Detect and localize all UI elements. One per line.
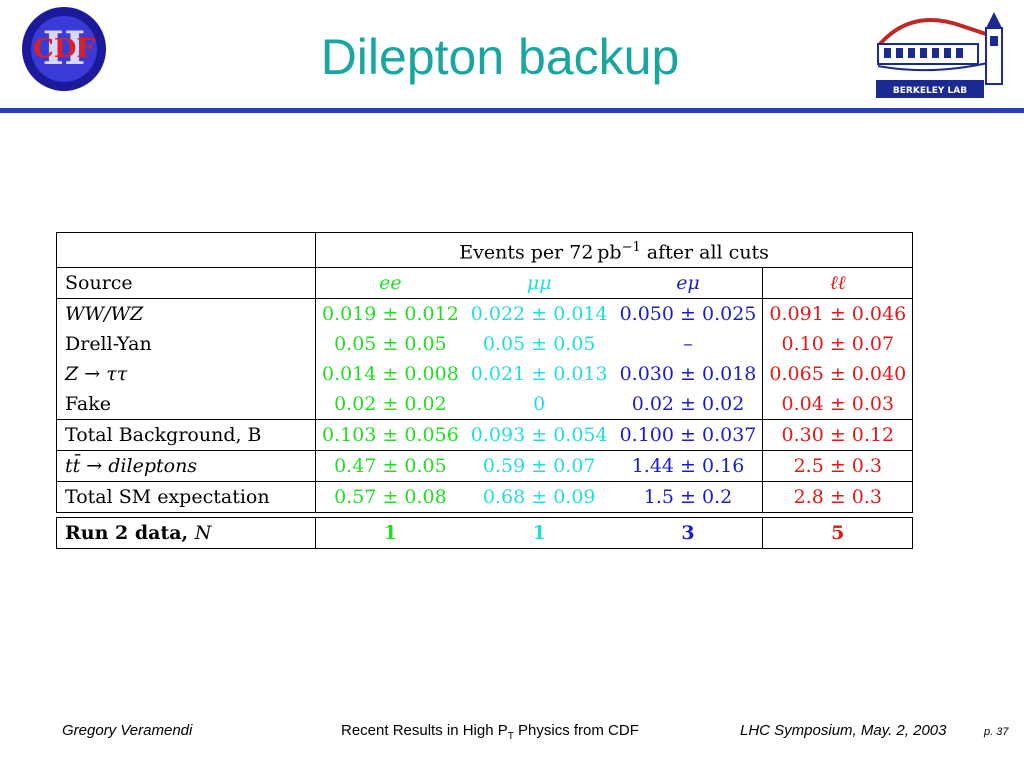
table-row-run2-data: Run 2 data, N 1 1 3 5 — [56, 517, 914, 550]
footer-venue: LHC Symposium, May. 2, 2003 — [740, 722, 947, 739]
channel-ll: ℓℓ — [762, 267, 914, 300]
table-header-channels: Source ee μμ eμ ℓℓ — [56, 267, 914, 300]
slide-title: Dilepton backup — [320, 29, 680, 85]
channel-ee: ee — [314, 267, 465, 300]
source-header: Source — [56, 267, 316, 300]
events-header: Events per 72 pb−1 after all cuts — [314, 231, 914, 269]
footer-talk-title: Recent Results in High PT Physics from C… — [341, 722, 639, 742]
berkeley-lab-logo: BERKELEY LAB — [876, 12, 1003, 98]
background-table: Events per 72 pb−1 after all cuts Source… — [56, 231, 914, 550]
table-row: Fake 0.02 ± 0.02 0 0.02 ± 0.02 0.04 ± 0.… — [56, 389, 914, 420]
cdf-logo-text: CDF — [33, 34, 95, 64]
table-row-total-background: Total Background, B 0.103 ± 0.056 0.093 … — [56, 419, 914, 452]
footer-page-number: p. 37 — [984, 726, 1009, 738]
berkeley-lab-logo-text: BERKELEY LAB — [893, 86, 967, 96]
table-row-ttbar: tt̄ → dileptons 0.47 ± 0.05 0.59 ± 0.07 … — [56, 450, 914, 483]
channel-emu: eμ — [613, 267, 763, 300]
table-row: WW/WZ 0.019 ± 0.012 0.022 ± 0.014 0.050 … — [56, 298, 914, 330]
table-row: Z → ττ 0.014 ± 0.008 0.021 ± 0.013 0.030… — [56, 359, 914, 390]
table-row-total-sm: Total SM expectation 0.57 ± 0.08 0.68 ± … — [56, 481, 914, 514]
cdf-logo-roman: II — [42, 21, 85, 75]
title-divider — [0, 108, 1024, 113]
table-row: Drell-Yan 0.05 ± 0.05 0.05 ± 0.05 – 0.10… — [56, 329, 914, 360]
footer-author: Gregory Veramendi — [62, 722, 193, 739]
channel-mumu: μμ — [464, 267, 614, 300]
cdf-logo: II CDF — [22, 7, 106, 91]
table-header-events: Events per 72 pb−1 after all cuts — [56, 231, 914, 269]
